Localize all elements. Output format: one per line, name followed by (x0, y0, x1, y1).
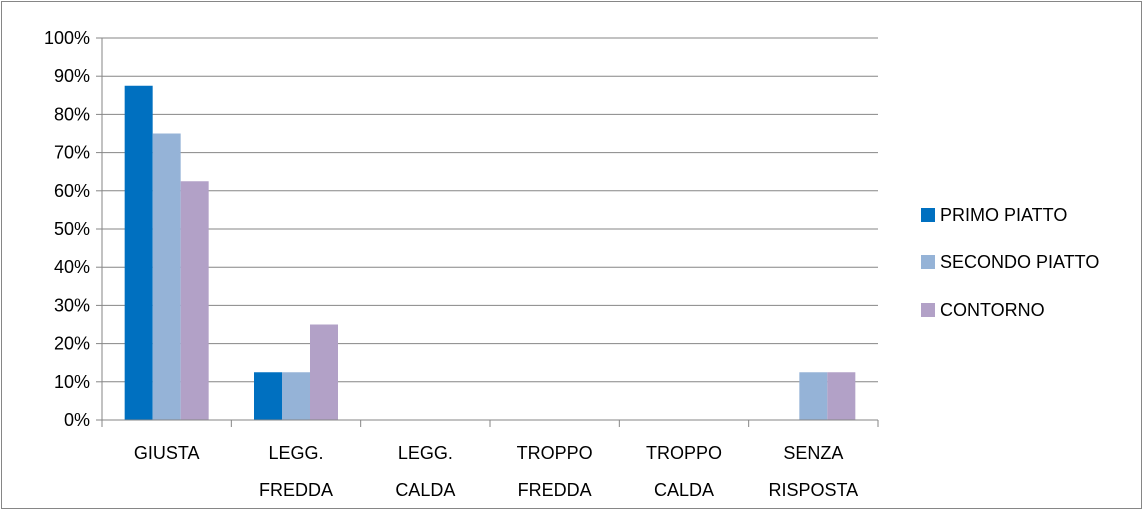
y-tick-label: 80% (54, 104, 90, 124)
y-tick-label: 10% (54, 372, 90, 392)
x-tick-label: CALDA (395, 480, 455, 500)
legend-swatch (921, 303, 935, 317)
x-tick-label: TROPPO (517, 443, 593, 463)
bar (799, 372, 828, 420)
y-tick-label: 50% (54, 219, 90, 239)
legend-swatch (921, 255, 935, 269)
y-tick-label: 90% (54, 66, 90, 86)
y-tick-label: 30% (54, 295, 90, 315)
legend-label: CONTORNO (940, 300, 1045, 320)
y-tick-label: 100% (44, 28, 90, 48)
gridlines (102, 37, 878, 421)
y-tick-label: 20% (54, 334, 90, 354)
x-axis (101, 38, 879, 427)
y-tick-label: 70% (54, 143, 90, 163)
x-axis-labels: GIUSTA LEGG. FREDDA LEGG. CALDA TROPPO FREDDA T… (134, 443, 858, 500)
bar (124, 85, 153, 420)
y-tick-label: 0% (64, 410, 90, 430)
x-tick-label: TROPPO (646, 443, 722, 463)
x-tick-label: RISPOSTA (768, 480, 858, 500)
x-tick-label: CALDA (654, 480, 714, 500)
legend-label: PRIMO PIATTO (940, 205, 1067, 225)
bar (310, 324, 338, 420)
bar (827, 372, 856, 420)
bar (152, 133, 181, 420)
y-axis-ticks: 0% 10% 20% 30% 40% 50% 60% 70% 80% 90% 100% (44, 28, 102, 430)
bars (124, 85, 856, 420)
x-tick-label: FREDDA (518, 480, 592, 500)
y-tick-label: 60% (54, 181, 90, 201)
x-tick-label: SENZA (783, 443, 843, 463)
legend-swatch (921, 208, 935, 222)
x-tick-label: FREDDA (259, 480, 333, 500)
x-tick-label: LEGG. (268, 443, 323, 463)
bar (282, 372, 310, 420)
legend: PRIMO PIATTO SECONDO PIATTO CONTORNO (921, 205, 1099, 320)
legend-label: SECONDO PIATTO (940, 252, 1099, 272)
x-tick-label: LEGG. (398, 443, 453, 463)
x-tick-label: GIUSTA (134, 443, 200, 463)
bar (180, 181, 209, 420)
y-tick-label: 40% (54, 257, 90, 277)
bar (254, 372, 282, 420)
